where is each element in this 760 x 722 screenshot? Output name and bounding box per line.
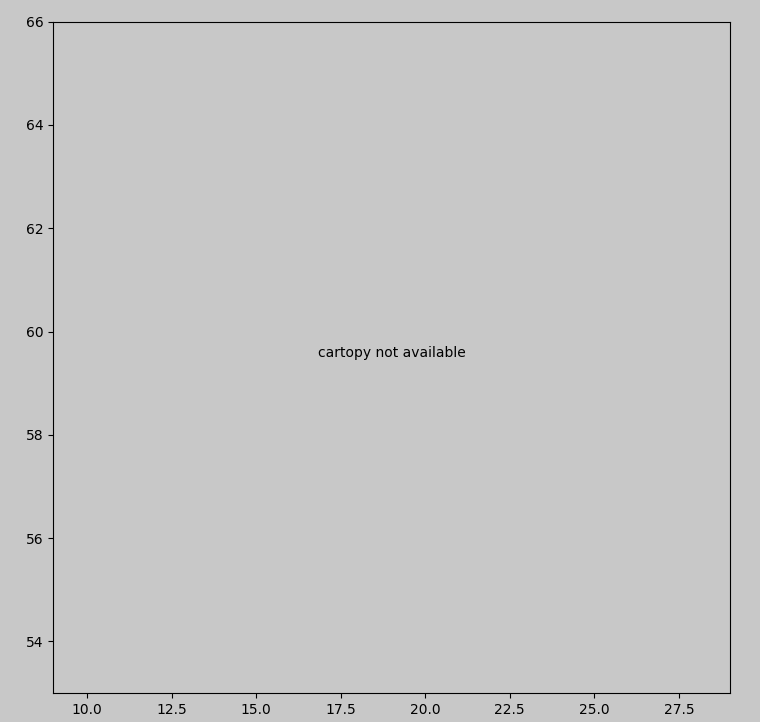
Text: cartopy not available: cartopy not available: [318, 347, 465, 360]
